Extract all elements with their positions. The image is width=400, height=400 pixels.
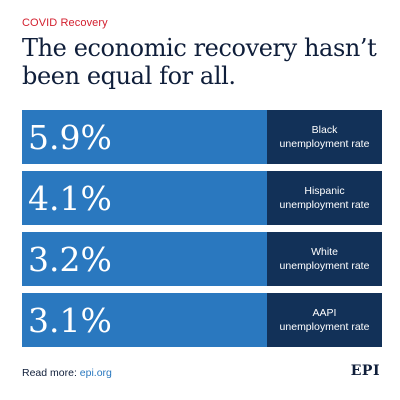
stat-label-group: Hispanic xyxy=(304,185,345,197)
stat-label-group: White xyxy=(311,246,338,258)
stat-label-group: Black xyxy=(311,124,338,136)
stat-rows: 5.9% Black unemployment rate 4.1% Hispan… xyxy=(22,110,382,354)
stat-label: AAPI unemployment rate xyxy=(267,293,382,347)
read-more-label: Read more: xyxy=(22,367,77,379)
stat-value: 4.1% xyxy=(22,171,267,225)
kicker: COVID Recovery xyxy=(22,17,108,29)
stat-label: Hispanic unemployment rate xyxy=(267,171,382,225)
stat-label-metric: unemployment rate xyxy=(279,260,370,272)
footer: Read more: epi.org xyxy=(22,367,112,379)
stat-label: White unemployment rate xyxy=(267,232,382,286)
stat-value: 3.2% xyxy=(22,232,267,286)
stat-label-metric: unemployment rate xyxy=(279,138,370,150)
epi-logo: EPI xyxy=(350,363,380,379)
stat-row-white: 3.2% White unemployment rate xyxy=(22,232,382,286)
stat-row-hispanic: 4.1% Hispanic unemployment rate xyxy=(22,171,382,225)
stat-value: 5.9% xyxy=(22,110,267,164)
stat-label-metric: unemployment rate xyxy=(279,321,370,333)
stat-row-aapi: 3.1% AAPI unemployment rate xyxy=(22,293,382,347)
stat-label-metric: unemployment rate xyxy=(279,199,370,211)
headline: The economic recovery hasn’t been equal … xyxy=(22,34,377,90)
stat-label: Black unemployment rate xyxy=(267,110,382,164)
stat-label-group: AAPI xyxy=(312,307,337,319)
read-more-link[interactable]: epi.org xyxy=(79,367,112,379)
stat-value: 3.1% xyxy=(22,293,267,347)
stat-row-black: 5.9% Black unemployment rate xyxy=(22,110,382,164)
